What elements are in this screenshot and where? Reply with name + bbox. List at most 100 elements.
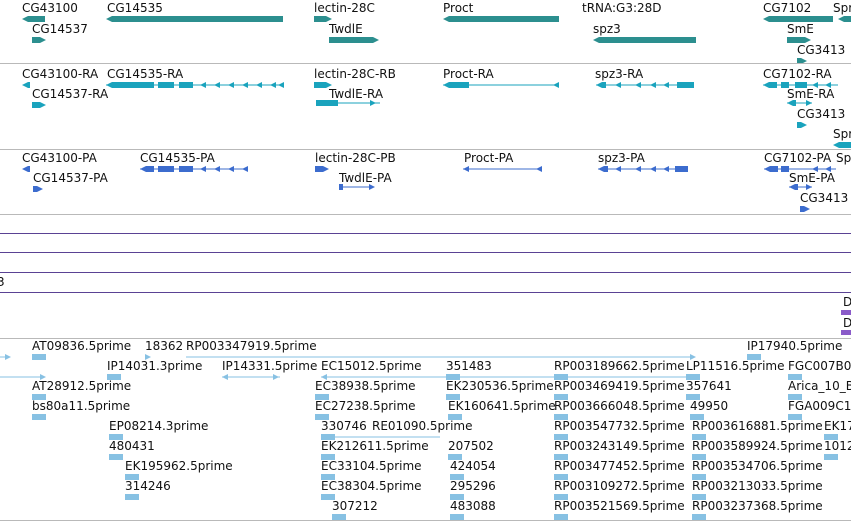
gene-glyph-sme-arrow[interactable] <box>805 37 811 43</box>
transcript-arrow-cg7102-ra[interactable] <box>812 82 818 88</box>
gene-glyph-cg43100[interactable] <box>28 16 45 22</box>
est-label[interactable]: RP003666048.5prime <box>554 399 685 413</box>
gene-label-cg14537[interactable]: CG14537 <box>32 22 88 36</box>
transcript-arrow-spz3-ra[interactable] <box>635 82 641 88</box>
est-glyph[interactable] <box>321 454 335 460</box>
protein-arrow-cg14535-pa[interactable] <box>214 166 220 172</box>
est-label[interactable]: IP14031.3prime <box>107 359 203 373</box>
protein-arrow-cg14535-pa[interactable] <box>242 166 248 172</box>
transcript-arrow-cg7102-ra[interactable] <box>825 82 831 88</box>
transcript-exon-sme-ra-arrow[interactable] <box>787 100 793 106</box>
est-label[interactable]: 480431 <box>109 439 155 453</box>
est-glyph[interactable] <box>107 374 121 380</box>
est-glyph[interactable] <box>788 374 802 380</box>
est-label[interactable]: 1012 <box>824 439 851 453</box>
gene-label-cg43100[interactable]: CG43100 <box>22 1 78 15</box>
est-label[interactable]: 424054 <box>450 459 496 473</box>
est-label[interactable]: Arica_10_B <box>788 379 851 393</box>
protein-label-proct-pa[interactable]: Proct-PA <box>464 151 514 165</box>
transcript-arrow-spz3-ra[interactable] <box>650 82 656 88</box>
gene-glyph-proct[interactable] <box>449 16 559 22</box>
gene-glyph-spr[interactable] <box>844 16 851 22</box>
transcript-arrow-sme-ra[interactable] <box>806 100 812 106</box>
est-glyph[interactable] <box>448 454 462 460</box>
transcript-exon-cg7102-ra[interactable] <box>769 82 777 88</box>
transcript-label-proct-ra[interactable]: Proct-RA <box>443 67 494 81</box>
est-label[interactable]: 307212 <box>332 499 378 513</box>
est-glyph[interactable] <box>686 374 700 380</box>
est-glyph[interactable] <box>554 414 568 420</box>
transcript-glyph-cg3413-ra[interactable] <box>797 122 801 128</box>
est-label[interactable]: EK160641.5prime <box>448 399 556 413</box>
est-glyph[interactable] <box>125 474 139 480</box>
est-label[interactable]: 49950 <box>690 399 729 413</box>
purple-feature-glyph[interactable] <box>841 330 851 335</box>
gene-label-cg14535[interactable]: CG14535 <box>107 1 163 15</box>
protein-exon-cg7102-pa[interactable] <box>781 166 789 172</box>
transcript-arrow-cg14535-ra[interactable] <box>256 82 262 88</box>
gene-glyph-cg3413[interactable] <box>797 58 801 64</box>
gene-glyph-lectin-28c-arrow[interactable] <box>326 16 332 22</box>
transcript-exon-cg14535-ra[interactable] <box>179 82 193 88</box>
gene-glyph-spz3[interactable] <box>599 37 696 43</box>
transcript-glyph-cg14537-ra[interactable] <box>32 102 40 108</box>
gene-glyph-cg7102[interactable] <box>769 16 833 22</box>
est-glyph[interactable] <box>32 354 46 360</box>
transcript-exon-cg14535-ra-arrow[interactable] <box>106 82 112 88</box>
gene-label-proct[interactable]: Proct <box>443 1 474 15</box>
est-glyph[interactable] <box>32 394 46 400</box>
gene-label-lectin-28c[interactable]: lectin-28C <box>314 1 375 15</box>
est-label[interactable]: RP003109272.5prime <box>554 479 685 493</box>
est-glyph[interactable] <box>554 374 568 380</box>
est-arrow[interactable] <box>690 354 696 360</box>
gene-label-spr[interactable]: Spr <box>833 1 851 15</box>
transcript-label-cg43100-ra[interactable]: CG43100-RA <box>22 67 99 81</box>
est-arrow[interactable] <box>273 374 279 380</box>
est-glyph[interactable] <box>315 414 329 420</box>
protein-arrow-spz3-pa[interactable] <box>663 166 669 172</box>
transcript-exon-cg7102-ra[interactable] <box>781 82 789 88</box>
est-label[interactable]: EC38938.5prime <box>315 379 416 393</box>
est-label[interactable]: RP003213033.5prime <box>692 479 823 493</box>
protein-exon-sme-pa-arrow[interactable] <box>789 184 795 190</box>
protein-arrow-spz3-pa[interactable] <box>635 166 641 172</box>
protein-label-lectin-28c-pb[interactable]: lectin-28C-PB <box>315 151 396 165</box>
protein-exon-twdle-pa[interactable] <box>339 184 343 190</box>
transcript-glyph-spr-ra[interactable] <box>839 142 851 148</box>
transcript-arrow-cg14535-ra[interactable] <box>214 82 220 88</box>
transcript-exon-cg14535-ra[interactable] <box>112 82 154 88</box>
protein-glyph-lectin-28c-pb-arrow[interactable] <box>323 166 329 172</box>
est-label[interactable]: FGC007B0 <box>788 359 851 373</box>
est-label[interactable]: 351483 <box>446 359 492 373</box>
est-label[interactable]: RP003347919.5prime <box>186 339 317 353</box>
transcript-label-twdle-ra[interactable]: TwdlE-RA <box>329 87 384 101</box>
est-glyph[interactable] <box>692 474 706 480</box>
est-label[interactable]: 483088 <box>450 499 496 513</box>
est-label[interactable]: RP003189662.5prime <box>554 359 685 373</box>
right-feature-label-2[interactable]: D <box>843 316 851 330</box>
transcript-glyph-cg43100-ra[interactable] <box>28 82 30 88</box>
est-glyph[interactable] <box>448 414 462 420</box>
protein-label-cg14535-pa[interactable]: CG14535-PA <box>140 151 215 165</box>
est-glyph[interactable] <box>554 454 568 460</box>
protein-exon-sme-pa[interactable] <box>795 184 798 190</box>
protein-label-cg7102-pa[interactable]: CG7102-PA <box>764 151 832 165</box>
transcript-label-spr-ra[interactable]: Spr <box>833 127 851 141</box>
gene-glyph-twdle[interactable] <box>329 37 373 43</box>
gene-label-sme[interactable]: SmE <box>787 22 814 36</box>
transcript-exon-spz3-ra[interactable] <box>677 82 694 88</box>
transcript-arrow-cg14535-ra[interactable] <box>200 82 206 88</box>
est-label[interactable]: RE01090.5prime <box>372 419 473 433</box>
transcript-label-spz3-ra[interactable]: spz3-RA <box>595 67 644 81</box>
gene-glyph-cg14535-arrow[interactable] <box>106 16 112 22</box>
gene-glyph-cg14537[interactable] <box>32 37 40 43</box>
transcript-exon-cg7102-ra-arrow[interactable] <box>763 82 769 88</box>
protein-arrow-cg7102-pa[interactable] <box>825 166 831 172</box>
est-label[interactable]: EC15012.5prime <box>321 359 422 373</box>
gene-glyph-cg7102-arrow[interactable] <box>763 16 769 22</box>
est-glyph[interactable] <box>824 434 838 440</box>
gene-glyph-cg14535[interactable] <box>112 16 283 22</box>
protein-glyph-cg43100-pa-arrow[interactable] <box>22 166 28 172</box>
protein-label-spz3-pa[interactable]: spz3-PA <box>598 151 645 165</box>
est-glyph[interactable] <box>692 434 706 440</box>
